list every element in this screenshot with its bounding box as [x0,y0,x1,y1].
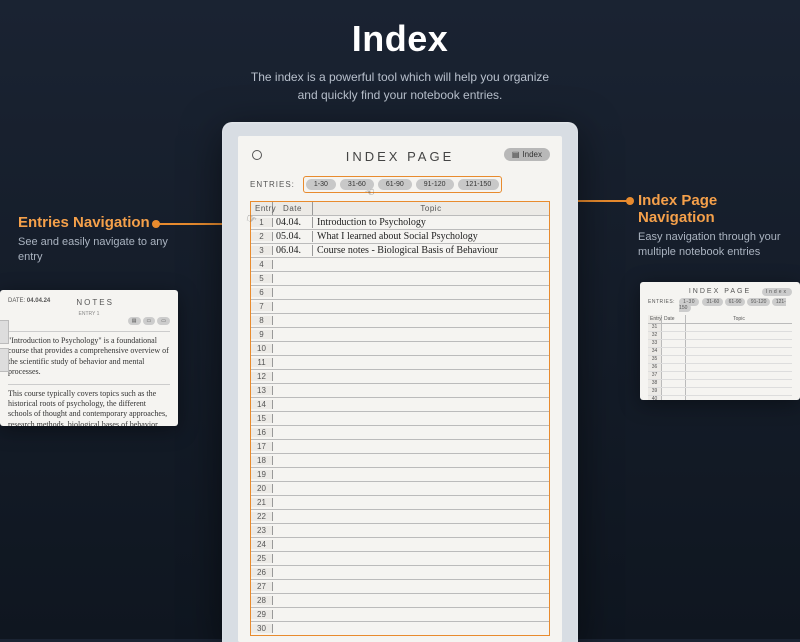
table-row[interactable]: 16 [251,425,549,439]
page-title: INDEX PAGE [346,149,455,164]
table-row[interactable]: 29 [251,607,549,621]
callout-entries-nav: Entries Navigation See and easily naviga… [18,214,188,266]
mini-row[interactable]: 34 [648,348,792,356]
hero-title: Index [0,18,800,60]
screen-header: INDEX PAGE Index [250,146,550,166]
hero: Index The index is a powerful tool which… [0,0,800,104]
home-icon[interactable] [252,150,262,160]
side-tab[interactable] [0,320,9,344]
mini-row[interactable]: 31 [648,324,792,332]
mini-pills: ENTRIES: 1-30 31-60 61-90 91-120 121-150 [648,299,792,311]
mini-badge[interactable]: Index [762,288,792,296]
table-row[interactable]: 23 [251,523,549,537]
mini-row[interactable]: 36 [648,364,792,372]
table-row[interactable]: 20 [251,481,549,495]
mini-title: NOTES [76,298,114,307]
notes-para: "Introduction to Psychology" is a founda… [8,331,170,378]
range-pills: 1-3031-6061-9091-120121-150 [303,176,502,193]
mini-row[interactable]: 38 [648,380,792,388]
callout-body: See and easily navigate to any entry [18,235,188,266]
table-row[interactable]: 26 [251,565,549,579]
table-row[interactable]: 11 [251,355,549,369]
range-pill[interactable]: 91-120 [416,179,454,190]
callout-index-nav: Index Page Navigation Easy navigation th… [638,192,788,261]
range-pill[interactable]: 61-90 [378,179,412,190]
mini-badge[interactable]: ▭ [143,317,156,325]
index-table: Entry Date Topic 104.04.Introduction to … [250,201,550,636]
callout-body: Easy navigation through your multiple no… [638,230,788,261]
table-row[interactable]: 9 [251,327,549,341]
table-row[interactable]: 4 [251,257,549,271]
range-pill[interactable]: 121-150 [458,179,500,190]
preview-notes-page: DATE: 04.04.24 NOTES ENTRY 1 ▤▭▭ "Introd… [0,290,178,426]
table-row[interactable]: 30 [251,621,549,635]
mini-row[interactable]: 33 [648,340,792,348]
mini-pill[interactable]: 31-60 [702,298,723,306]
table-header: Entry Date Topic [251,202,549,215]
table-row[interactable]: 104.04.Introduction to Psychology [251,215,549,229]
table-row[interactable]: 21 [251,495,549,509]
mini-pill[interactable]: 61-90 [725,298,746,306]
table-row[interactable]: 18 [251,453,549,467]
mini-table: EntryDateTopic 31323334353637383940 [648,315,792,400]
mini-row[interactable]: 40 [648,396,792,400]
mini-row[interactable]: 37 [648,372,792,380]
hero-subtitle: The index is a powerful tool which will … [0,68,800,104]
table-row[interactable]: 10 [251,341,549,355]
mini-title: INDEX PAGE [689,288,751,295]
mini-row[interactable]: 32 [648,332,792,340]
entries-row: ENTRIES: 1-3031-6061-9091-120121-150 ☜ [250,176,550,193]
index-badge[interactable]: Index [504,148,550,161]
table-row[interactable]: 205.04.What I learned about Social Psych… [251,229,549,243]
table-row[interactable]: 8 [251,313,549,327]
mini-row[interactable]: 35 [648,356,792,364]
table-row[interactable]: 27 [251,579,549,593]
range-pill[interactable]: 1-30 [306,179,336,190]
table-body: 104.04.Introduction to Psychology205.04.… [251,215,549,635]
mini-row[interactable]: 39 [648,388,792,396]
table-row[interactable]: 5 [251,271,549,285]
table-row[interactable]: 22 [251,509,549,523]
tablet-screen: INDEX PAGE Index ENTRIES: 1-3031-6061-90… [238,136,562,642]
table-row[interactable]: 306.04.Course notes - Biological Basis o… [251,243,549,257]
col-topic: Topic [313,202,549,215]
table-row[interactable]: 7 [251,299,549,313]
preview-index-page: INDEX PAGE Index ENTRIES: 1-30 31-60 61-… [640,282,800,400]
mini-badge[interactable]: ▭ [157,317,170,325]
notes-para: This course typically covers topics such… [8,384,170,426]
col-date: Date [273,202,313,215]
table-row[interactable]: 12 [251,369,549,383]
side-tab[interactable] [0,348,9,372]
table-row[interactable]: 25 [251,551,549,565]
table-row[interactable]: 6 [251,285,549,299]
callout-title: Index Page Navigation [638,192,788,226]
table-row[interactable]: 24 [251,537,549,551]
table-row[interactable]: 17 [251,439,549,453]
entries-label: ENTRIES: [250,180,295,189]
table-row[interactable]: 14 [251,397,549,411]
table-row[interactable]: 28 [251,593,549,607]
table-row[interactable]: 19 [251,467,549,481]
mini-pill[interactable]: 91-120 [747,298,771,306]
mini-badge[interactable]: ▤ [128,317,141,325]
table-row[interactable]: 13 [251,383,549,397]
table-row[interactable]: 15 [251,411,549,425]
tablet-device: INDEX PAGE Index ENTRIES: 1-3031-6061-90… [222,122,578,642]
